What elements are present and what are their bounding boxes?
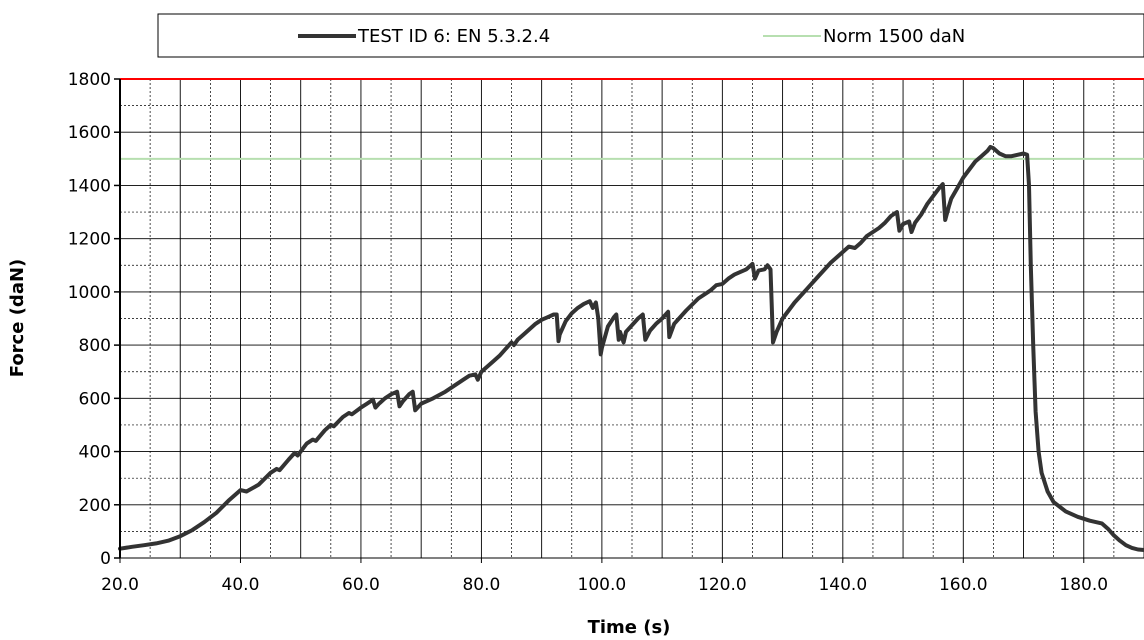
y-tick-label: 1600 — [68, 123, 111, 143]
x-tick-label: 180.0 — [1059, 575, 1108, 595]
minor-gridlines — [120, 79, 1144, 558]
y-tick-label: 800 — [79, 336, 111, 356]
x-axis-title: Time (s) — [588, 617, 671, 638]
x-tick-label: 120.0 — [698, 575, 747, 595]
legend: TEST ID 6: EN 5.3.2.4 Norm 1500 daN — [157, 13, 1144, 58]
y-axis-title: Force (daN) — [7, 259, 28, 378]
y-tick-label: 600 — [79, 389, 111, 409]
y-tick-label: 1200 — [68, 230, 111, 250]
x-tick-label: 100.0 — [578, 575, 627, 595]
x-tick-label: 80.0 — [462, 575, 500, 595]
x-tick-label: 140.0 — [818, 575, 867, 595]
x-tick-label: 40.0 — [222, 575, 260, 595]
y-tick-label: 400 — [79, 443, 111, 463]
y-tick-label: 1000 — [68, 283, 111, 303]
y-tick-label: 1800 — [68, 70, 111, 90]
y-tick-label: 200 — [79, 496, 111, 516]
y-tick-label: 0 — [100, 549, 111, 569]
y-tick-labels: 0 200 400 600 800 1000 1200 1400 1600 1800 — [68, 70, 120, 569]
x-tick-label: 60.0 — [342, 575, 380, 595]
x-tick-label: 20.0 — [101, 575, 139, 595]
x-tick-labels: 20.0 40.0 60.0 80.0 100.0 120.0 140.0 160.0 180.… — [101, 558, 1108, 595]
legend-label-test-series: TEST ID 6: EN 5.3.2.4 — [357, 26, 550, 47]
y-tick-label: 1400 — [68, 176, 111, 196]
x-tick-label: 160.0 — [939, 575, 988, 595]
series-layer — [118, 144, 1144, 552]
series-line-test-id-6 — [118, 144, 1144, 552]
reference-lines — [120, 78, 1144, 160]
legend-label-norm: Norm 1500 daN — [823, 26, 965, 47]
